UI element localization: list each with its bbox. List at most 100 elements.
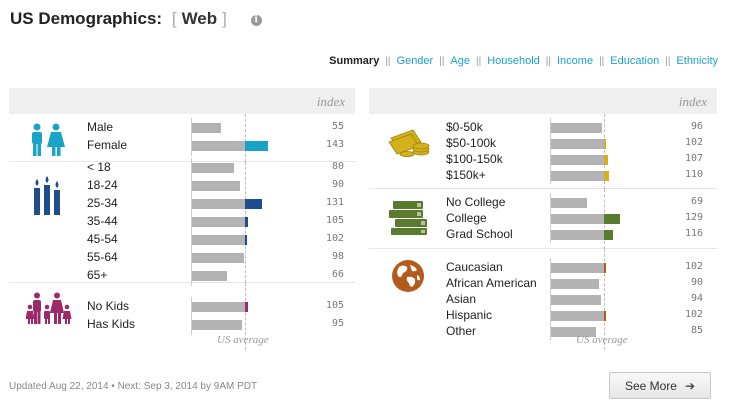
- tab-household[interactable]: Household: [487, 55, 540, 67]
- index-value: 102: [684, 309, 703, 320]
- row-label: African American: [446, 276, 537, 290]
- row-label: Has Kids: [87, 317, 136, 331]
- index-bar: [192, 302, 245, 312]
- data-row: 35-44 105: [9, 214, 355, 230]
- bar-axis: [550, 193, 551, 243]
- index-bar-excess: [245, 235, 247, 245]
- index-bar: [192, 320, 243, 330]
- tab-education[interactable]: Education: [610, 55, 660, 67]
- tab-ethnicity[interactable]: Ethnicity: [676, 55, 718, 67]
- data-row: Male 55: [9, 120, 355, 136]
- index-value: 80: [331, 161, 344, 172]
- info-icon[interactable]: i: [250, 15, 262, 26]
- bracket-close: ]: [222, 9, 227, 28]
- index-value: 98: [331, 251, 344, 262]
- data-row: No College 69: [369, 195, 717, 211]
- index-value: 110: [684, 169, 703, 180]
- row-label: Asian: [446, 292, 477, 306]
- data-row: Female 143: [9, 138, 355, 154]
- title-text: US Demographics:: [10, 9, 163, 28]
- data-row: Caucasian 102: [369, 260, 717, 276]
- index-value: 66: [331, 269, 344, 280]
- index-bar-excess: [245, 217, 248, 227]
- index-value: 143: [325, 139, 344, 150]
- index-value: 96: [690, 121, 703, 132]
- data-row: Other 85: [369, 324, 717, 340]
- index-value: 90: [331, 179, 344, 190]
- us-average-line: [245, 114, 246, 162]
- row-label: $0-50k: [446, 120, 483, 134]
- index-label: index: [678, 94, 707, 109]
- index-bar-excess: [604, 263, 606, 273]
- index-bar: [192, 163, 235, 173]
- index-value: 95: [331, 318, 344, 329]
- row-label: Male: [87, 120, 114, 134]
- tab-age[interactable]: Age: [450, 55, 470, 67]
- index-bar: [551, 198, 588, 208]
- us-average-line: [604, 114, 605, 189]
- us-average-label: US average: [576, 334, 628, 346]
- tab-income[interactable]: Income: [557, 55, 594, 67]
- platform-selector[interactable]: Web: [181, 9, 218, 28]
- data-row: $0-50k 96: [369, 120, 717, 136]
- data-row: Asian 94: [369, 292, 717, 308]
- row-label: < 18: [87, 160, 111, 174]
- candles-icon: [34, 176, 60, 215]
- row-label: Female: [87, 138, 128, 152]
- books-icon: [389, 201, 427, 235]
- index-value: 90: [690, 277, 703, 288]
- index-bar: [551, 311, 604, 321]
- data-row: $150k+ 110: [369, 168, 717, 184]
- see-more-button[interactable]: See More ➔: [609, 372, 711, 399]
- data-row: 65+ 66: [9, 268, 355, 284]
- row-label: 35-44: [87, 214, 118, 228]
- tab-summary[interactable]: Summary: [329, 55, 380, 67]
- left-panel: index Male 55 Female 143: [9, 88, 355, 350]
- male-female-icon: [32, 123, 65, 156]
- tab-gender[interactable]: Gender: [396, 55, 434, 67]
- bar-axis: [191, 118, 192, 156]
- index-bar: [192, 123, 221, 133]
- tab-separator: ||: [439, 56, 445, 67]
- index-bar-excess: [245, 199, 262, 209]
- index-bar: [192, 217, 245, 227]
- row-label: 65+: [87, 268, 108, 282]
- index-value: 105: [325, 300, 344, 311]
- index-bar-excess: [604, 214, 620, 224]
- bar-axis: [550, 118, 551, 184]
- arrow-right-icon: ➔: [684, 378, 696, 393]
- index-bar: [551, 230, 604, 240]
- globe-icon: [392, 260, 424, 292]
- index-bar-excess: [604, 171, 610, 181]
- tab-separator: ||: [665, 56, 671, 67]
- index-bar-excess: [604, 311, 606, 321]
- family-icon: [26, 292, 72, 324]
- index-header: index: [369, 88, 717, 114]
- index-bar: [551, 295, 601, 305]
- page-title: US Demographics: [Web] i: [10, 9, 262, 29]
- tab-separator: ||: [545, 56, 551, 67]
- data-row: 18-24 90: [9, 178, 355, 194]
- index-value: 69: [690, 196, 703, 207]
- index-value: 107: [684, 153, 703, 164]
- row-label: $150k+: [446, 168, 486, 182]
- index-bar: [551, 123, 602, 133]
- row-label: No Kids: [87, 299, 130, 313]
- row-label: 25-34: [87, 196, 118, 210]
- index-value: 94: [690, 293, 703, 304]
- bar-axis: [191, 297, 192, 335]
- ethnicity-group: Caucasian 102 African American 90 Asian 94 His…: [369, 249, 717, 350]
- index-label: index: [316, 94, 345, 109]
- age-group: < 18 80 18-24 90 25-34 131 35-44 105 45-54 102 55-…: [9, 158, 355, 286]
- row-label: Other: [446, 324, 477, 338]
- data-row: African American 90: [369, 276, 717, 292]
- index-bar: [192, 181, 240, 191]
- index-value: 102: [684, 137, 703, 148]
- index-bar: [192, 271, 227, 281]
- data-row: $100-150k 107: [369, 152, 717, 168]
- us-average-line: [245, 283, 246, 350]
- index-bar: [192, 253, 244, 263]
- index-value: 102: [684, 261, 703, 272]
- index-value: 85: [690, 325, 703, 336]
- data-row: Grad School 116: [369, 227, 717, 243]
